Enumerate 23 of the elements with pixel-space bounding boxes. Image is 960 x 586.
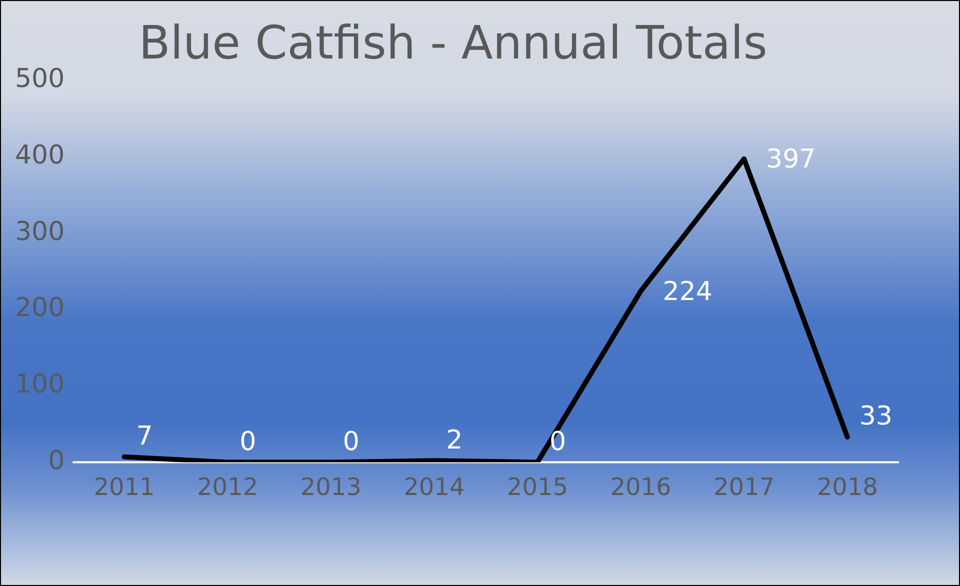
data-label: 0 [240, 426, 256, 457]
data-label: 33 [859, 402, 892, 432]
x-tick-label: 2012 [197, 472, 258, 501]
x-tick-label: 2017 [714, 472, 775, 501]
y-tick-label: 100 [14, 370, 65, 400]
y-tick-label: 200 [14, 293, 65, 324]
x-tick-label: 2015 [506, 472, 568, 501]
x-tick-label: 2013 [300, 472, 362, 501]
data-label: 2 [446, 425, 463, 456]
x-tick-label: 2018 [816, 472, 878, 501]
y-tick-label: 0 [48, 446, 65, 476]
x-tick-label: 2011 [94, 472, 155, 501]
data-label: 7 [136, 422, 153, 452]
chart-title: Blue Catfish - Annual Totals [138, 16, 768, 70]
y-tick-label: 500 [14, 64, 65, 94]
data-label: 224 [662, 276, 712, 307]
x-tick-label: 2014 [404, 472, 465, 501]
y-tick-label: 300 [14, 216, 65, 247]
data-label: 397 [766, 144, 816, 175]
y-tick-label: 400 [14, 140, 65, 170]
data-label: 0 [549, 426, 566, 457]
data-label: 0 [342, 426, 360, 457]
x-tick-label: 2016 [610, 472, 672, 501]
